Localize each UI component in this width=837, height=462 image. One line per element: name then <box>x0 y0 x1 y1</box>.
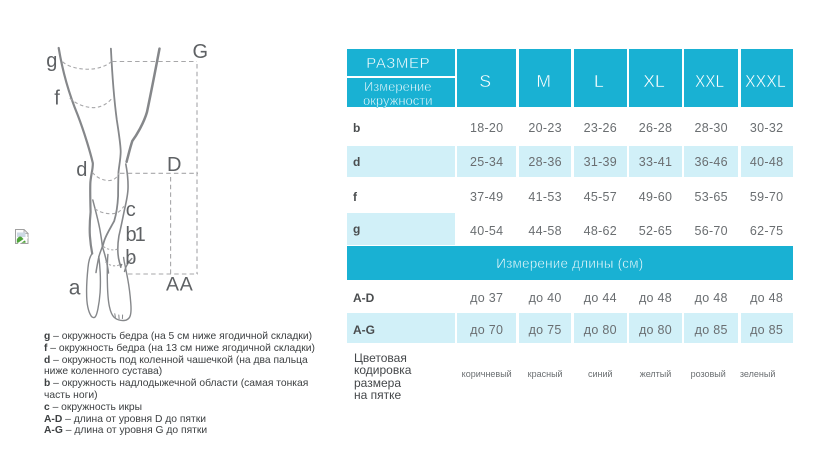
svg-text:G: G <box>193 41 209 63</box>
svg-text:d: d <box>76 159 87 181</box>
svg-text:a: a <box>69 276 81 299</box>
svg-text:D: D <box>167 154 181 176</box>
svg-text:b1: b1 <box>126 224 146 246</box>
svg-text:g: g <box>46 50 57 72</box>
svg-text:c: c <box>126 199 136 221</box>
svg-text:AA: AA <box>166 274 194 296</box>
svg-text:f: f <box>54 88 60 110</box>
svg-text:b: b <box>125 247 136 269</box>
